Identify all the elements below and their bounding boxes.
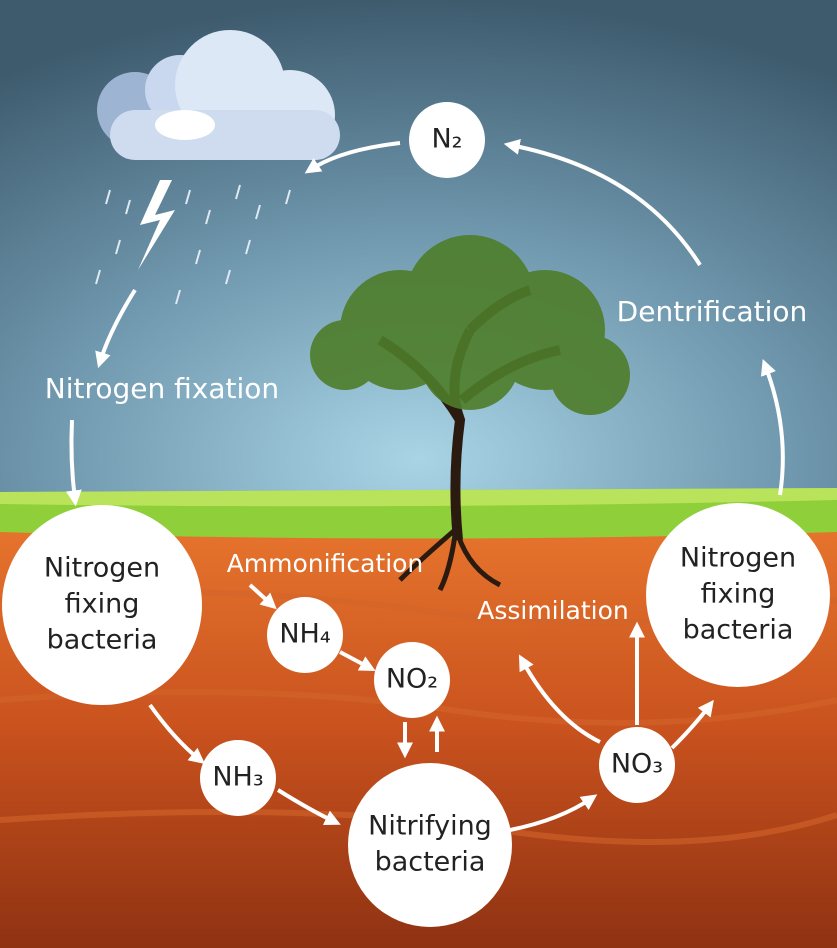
arrows xyxy=(65,138,785,832)
node-circle xyxy=(374,642,450,718)
tree xyxy=(310,235,630,592)
node-label: Nitrogen xyxy=(680,543,796,574)
ammonification-label: Ammonification xyxy=(227,549,424,578)
node-label: N₂ xyxy=(431,124,462,155)
node-circle xyxy=(409,102,485,178)
node-label: bacteria xyxy=(47,625,158,656)
node-label: NH₃ xyxy=(212,762,263,793)
node-label: fixing xyxy=(65,589,140,620)
cloud xyxy=(95,30,340,305)
node-label: NO₃ xyxy=(611,749,663,780)
node-circle xyxy=(2,505,202,705)
node-label: NO₂ xyxy=(386,664,438,695)
fixation-label: Nitrogen fixation xyxy=(45,372,279,405)
node-circle xyxy=(599,727,675,803)
assimilation-label: Assimilation xyxy=(477,596,629,625)
nodes: N₂ Nitrogen fixing bacteria NH₄ NO₂ NH₃ Nitrify… xyxy=(2,102,830,927)
node-label: Nitrogen xyxy=(44,553,160,584)
node-label: NH₄ xyxy=(279,619,330,650)
node-circle xyxy=(200,740,276,816)
denitrification-label: Dentrification xyxy=(617,295,808,328)
node-label: bacteria xyxy=(375,847,486,878)
node-label: Nitrifying xyxy=(368,811,492,842)
node-circle xyxy=(348,763,512,927)
node-circle xyxy=(646,503,830,687)
node-label: bacteria xyxy=(683,615,794,646)
grass-top xyxy=(0,488,837,507)
node-label: fixing xyxy=(701,579,776,610)
node-circle xyxy=(267,597,343,673)
